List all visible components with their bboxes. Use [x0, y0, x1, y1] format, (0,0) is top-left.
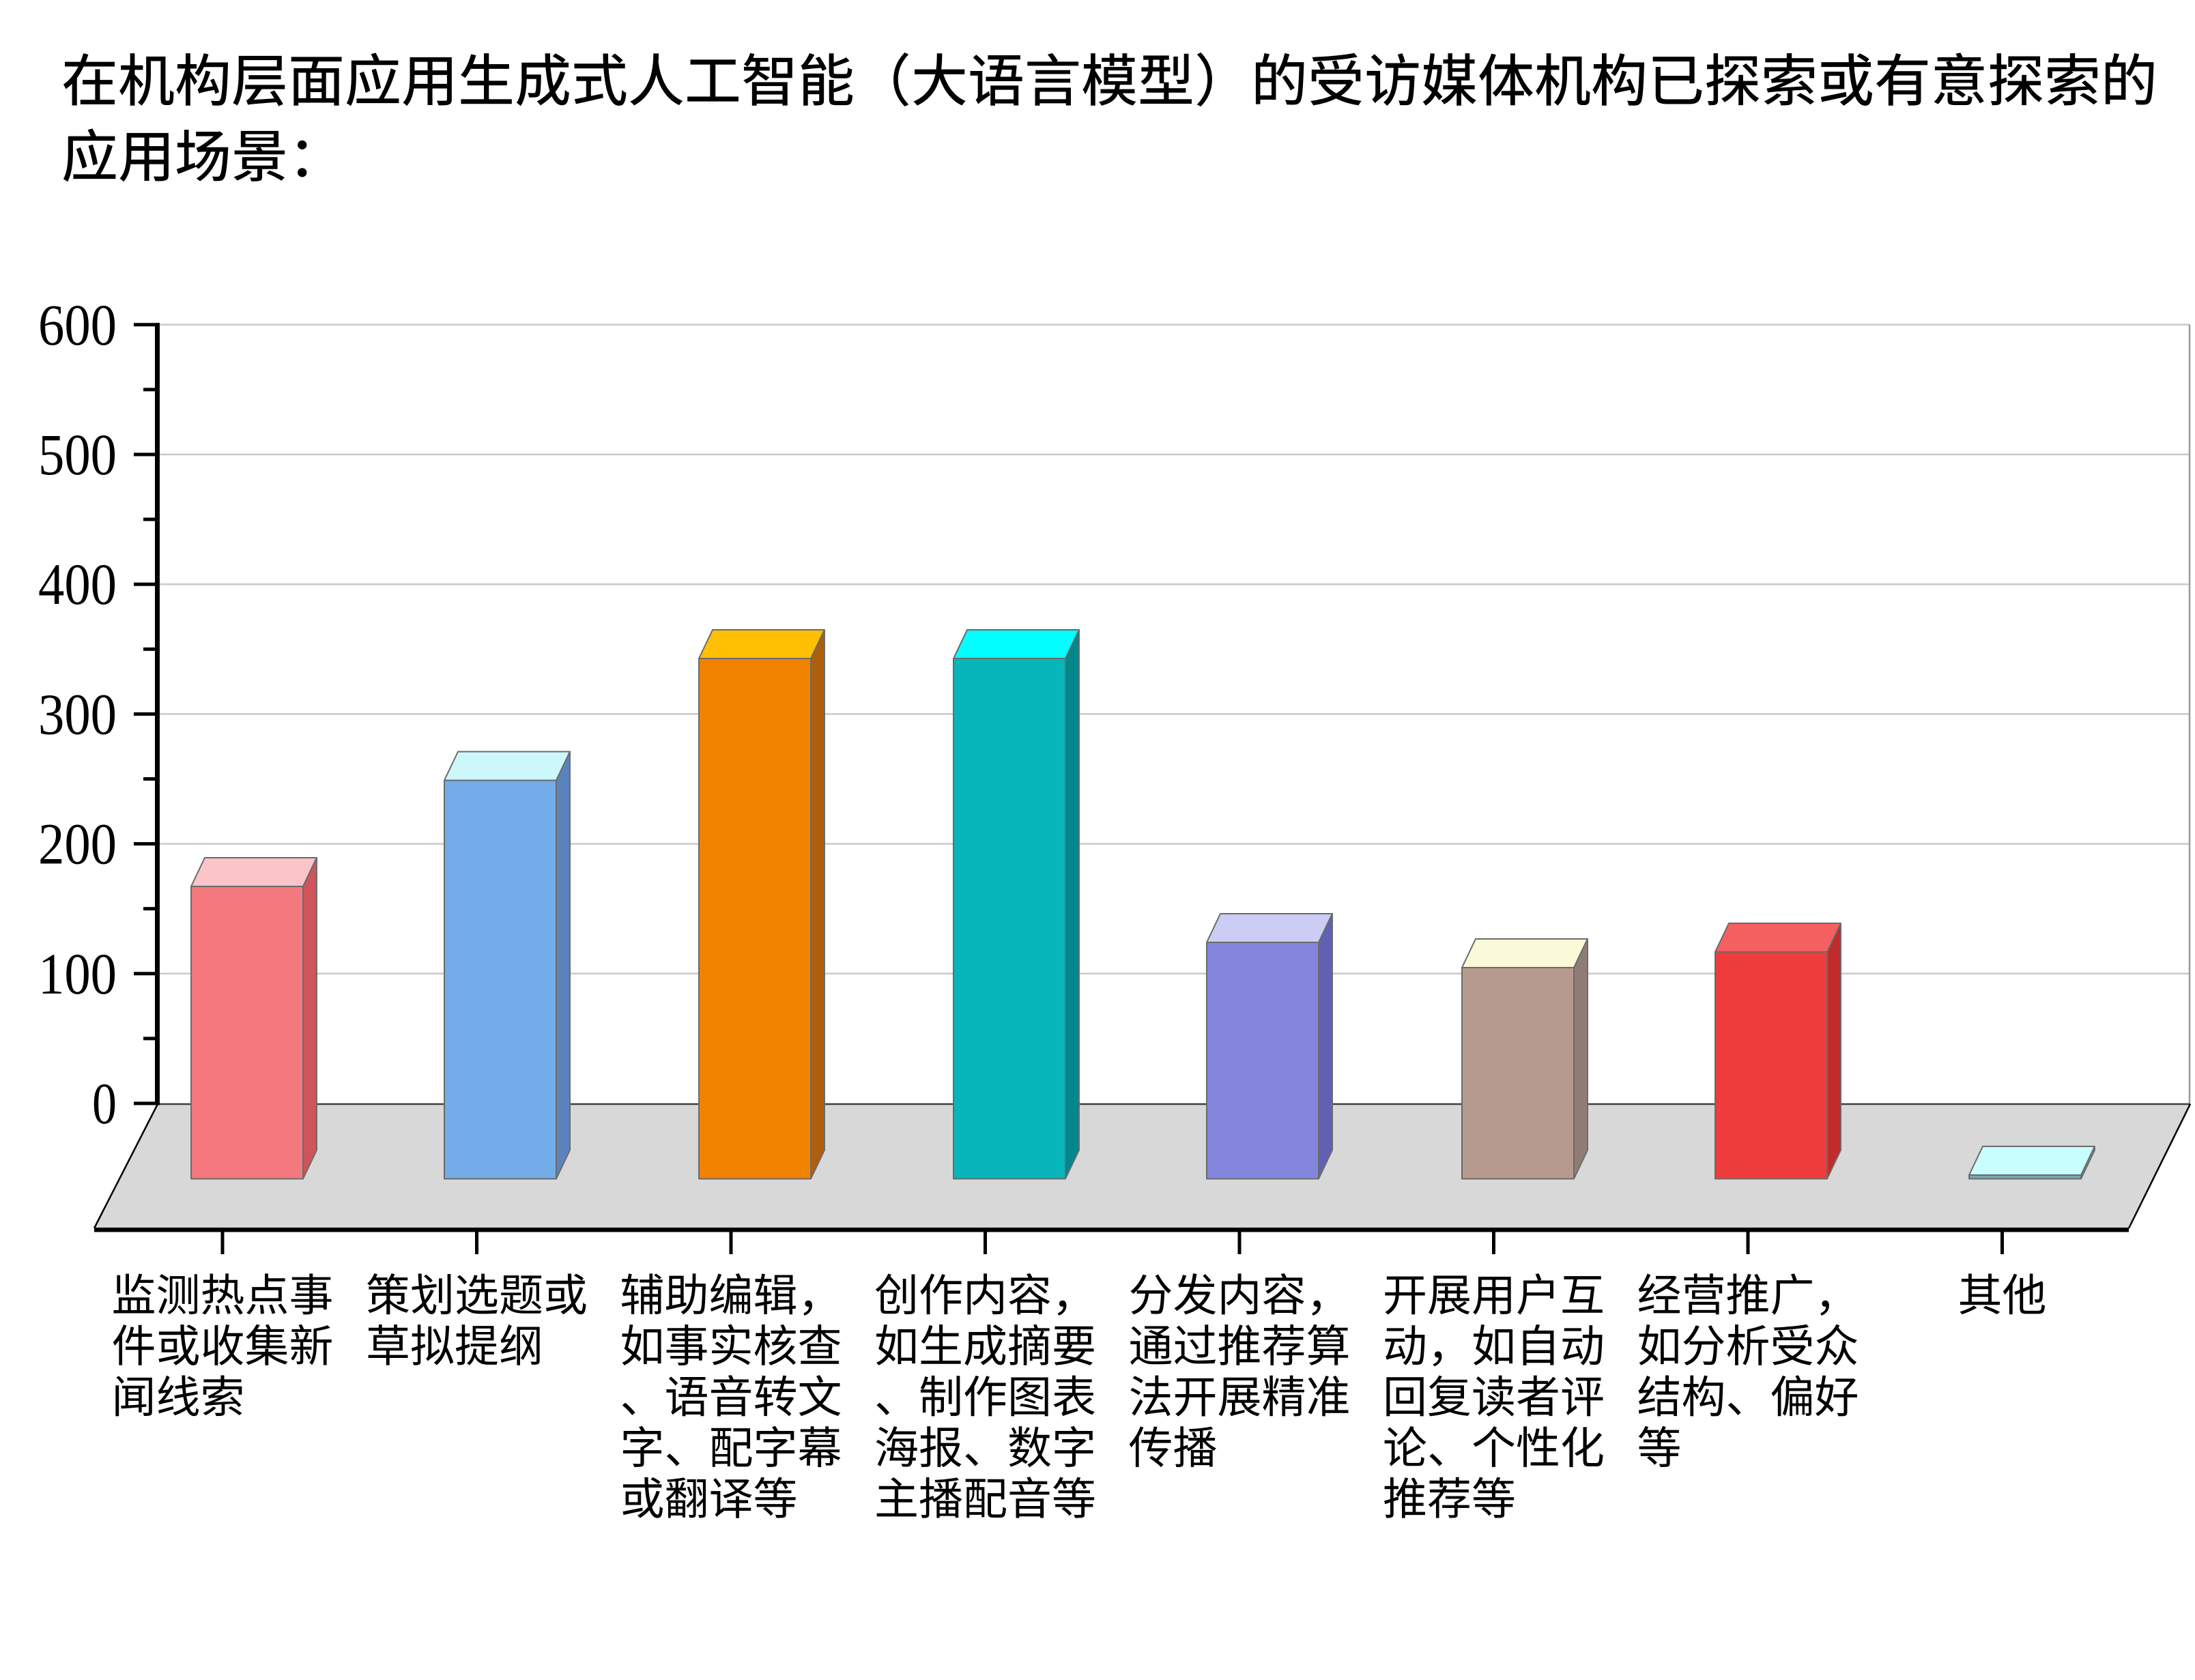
- svg-text:600: 600: [38, 292, 117, 358]
- svg-text:100: 100: [38, 941, 117, 1006]
- svg-text:200: 200: [38, 811, 117, 877]
- svg-text:0: 0: [92, 1071, 117, 1136]
- svg-text:400: 400: [38, 551, 117, 617]
- svg-text:500: 500: [38, 422, 117, 487]
- svg-text:300: 300: [38, 681, 117, 747]
